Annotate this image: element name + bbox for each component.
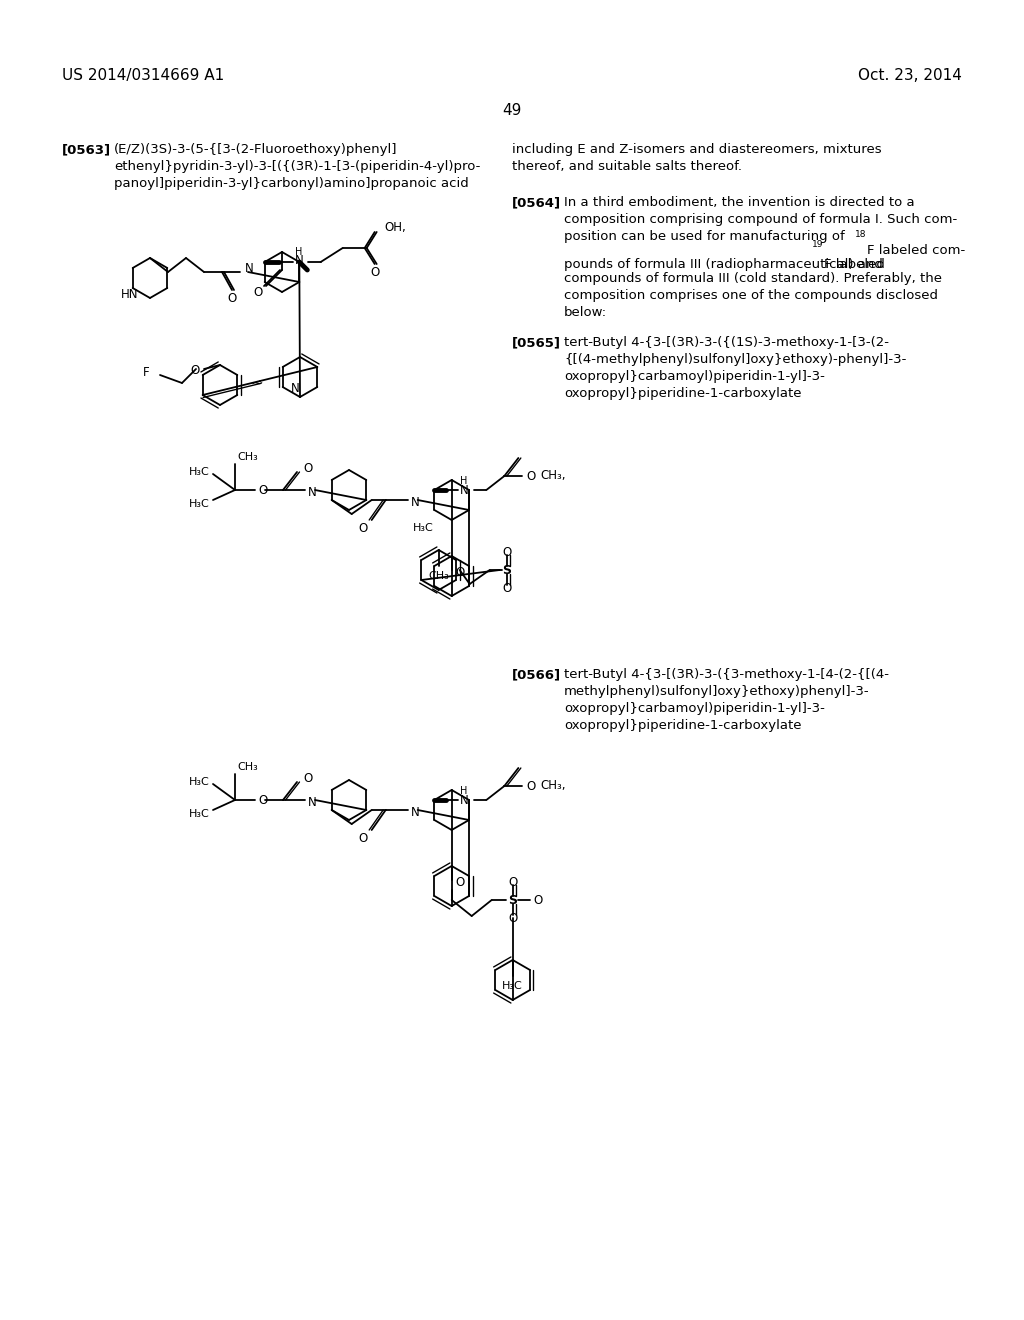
Text: ∼: ∼ [251,375,263,391]
Text: H: H [461,477,468,486]
Text: O: O [456,875,465,888]
Text: O: O [258,793,267,807]
Text: H₃C: H₃C [189,467,210,477]
Text: O: O [526,470,536,483]
Text: HN: HN [121,288,138,301]
Text: CH₃: CH₃ [237,762,258,772]
Text: US 2014/0314669 A1: US 2014/0314669 A1 [62,69,224,83]
Text: 18: 18 [855,230,866,239]
Text: OH,: OH, [385,222,407,235]
Text: [0564]: [0564] [512,195,561,209]
Text: H₃C: H₃C [189,809,210,818]
Text: N: N [295,253,303,267]
Text: including E and Z-isomers and diastereomers, mixtures
thereof, and suitable salt: including E and Z-isomers and diastereom… [512,143,882,173]
Text: O: O [190,364,200,378]
Text: CH₃,: CH₃, [541,470,566,483]
Text: S: S [502,564,511,577]
Text: O: O [303,771,312,784]
Text: O: O [370,265,379,279]
Text: O: O [456,565,465,578]
Text: O: O [502,582,511,594]
Text: F labeled com-: F labeled com- [867,244,966,257]
Text: CH₃: CH₃ [428,572,450,581]
Text: O: O [508,875,517,888]
Text: N: N [461,483,469,496]
Text: N: N [461,793,469,807]
Text: O: O [358,521,368,535]
Text: F: F [143,367,150,380]
Text: N: N [411,805,420,818]
Text: O: O [502,545,511,558]
Text: In a third embodiment, the invention is directed to a
composition comprising com: In a third embodiment, the invention is … [564,195,957,243]
Text: H: H [295,247,302,257]
Text: 49: 49 [503,103,521,117]
Text: CH₃,: CH₃, [541,780,566,792]
Text: N: N [291,383,299,396]
Text: [0566]: [0566] [512,668,561,681]
Text: N: N [411,495,420,508]
Text: compounds of formula III (cold standard). Preferably, the
composition comprises : compounds of formula III (cold standard)… [564,272,942,319]
Text: H₃C: H₃C [503,981,523,991]
Text: (E/Z)(3S)-3-(5-{[3-(2-Fluoroethoxy)phenyl]
ethenyl}pyridin-3-yl)-3-[({(3R)-1-[3-: (E/Z)(3S)-3-(5-{[3-(2-Fluoroethoxy)pheny… [114,143,480,190]
Text: H: H [461,785,468,796]
Text: O: O [253,285,262,298]
Text: O: O [303,462,312,474]
Text: N: N [245,263,254,276]
Text: O: O [534,894,543,907]
Text: pounds of formula III (radiopharmaceutical) and: pounds of formula III (radiopharmaceutic… [564,257,887,271]
Text: [0563]: [0563] [62,143,112,156]
Text: CH₃: CH₃ [237,451,258,462]
Text: F labeled: F labeled [824,257,885,271]
Text: N: N [308,796,316,808]
Text: O: O [227,292,237,305]
Text: H₃C: H₃C [189,499,210,510]
Text: N: N [308,486,316,499]
Text: O: O [258,483,267,496]
Text: O: O [358,832,368,845]
Text: H₃C: H₃C [413,523,433,533]
Text: H₃C: H₃C [189,777,210,787]
Text: 19: 19 [812,240,823,249]
Text: Oct. 23, 2014: Oct. 23, 2014 [858,69,962,83]
Text: tert-Butyl 4-{3-[(3R)-3-({3-methoxy-1-[4-(2-{[(4-
methylphenyl)sulfonyl]oxy}etho: tert-Butyl 4-{3-[(3R)-3-({3-methoxy-1-[4… [564,668,889,733]
Text: tert-Butyl 4-{3-[(3R)-3-({(1S)-3-methoxy-1-[3-(2-
{[(4-methylphenyl)sulfonyl]oxy: tert-Butyl 4-{3-[(3R)-3-({(1S)-3-methoxy… [564,337,906,400]
Text: O: O [508,912,517,924]
Text: [0565]: [0565] [512,337,561,348]
Text: S: S [508,894,517,907]
Text: O: O [526,780,536,792]
